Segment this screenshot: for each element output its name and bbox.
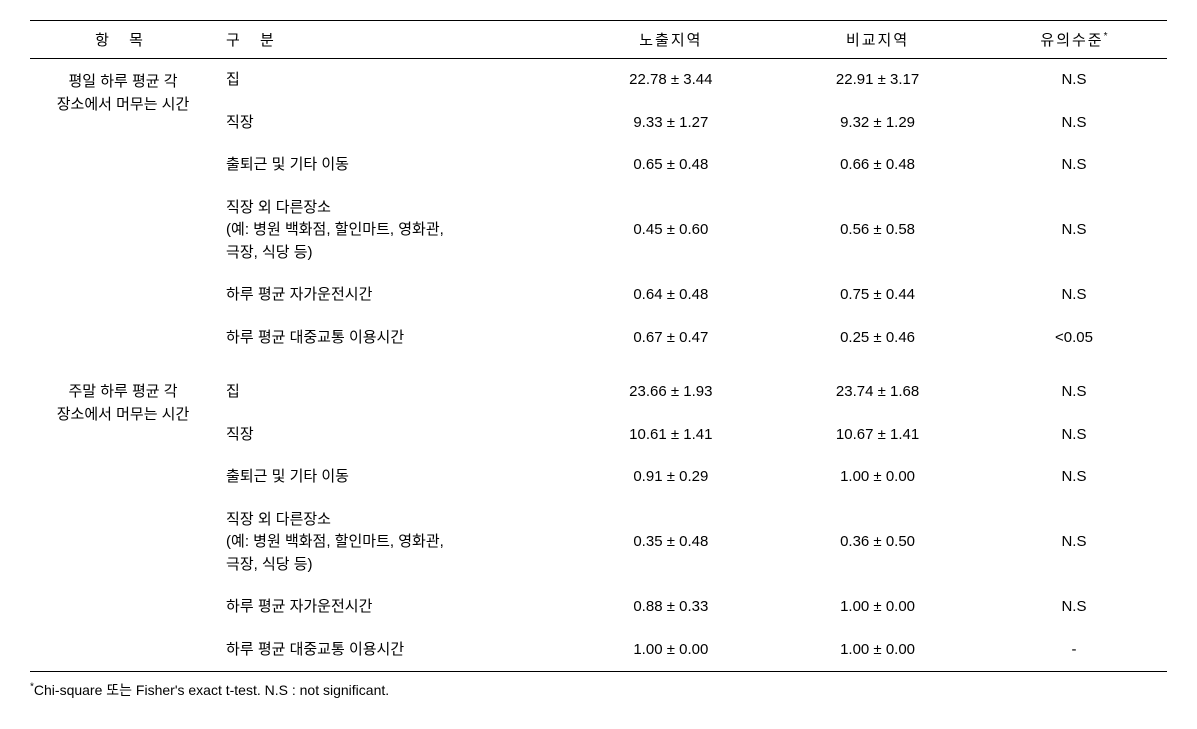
- table-container: 항 목 구 분 노출지역 비교지역 유의수준* 평일 하루 평균 각장소에서 머…: [30, 20, 1167, 700]
- significance-cell: N.S: [981, 102, 1167, 145]
- compare-cell: 1.00 ± 0.00: [774, 586, 981, 629]
- exposure-cell: 0.67 ± 0.47: [567, 317, 774, 360]
- category-cell: 주말 하루 평균 각장소에서 머무는 시간: [30, 359, 216, 456]
- subcategory-cell: 직장 외 다른장소(예: 병원 백화점, 할인마트, 영화관,극장, 식당 등): [216, 187, 567, 275]
- subcategory-cell: 하루 평균 대중교통 이용시간: [216, 317, 567, 360]
- footnote-text: Chi-square 또는 Fisher's exact t-test. N.S…: [34, 682, 389, 698]
- table-row: 출퇴근 및 기타 이동0.65 ± 0.480.66 ± 0.48N.S: [30, 144, 1167, 187]
- significance-cell: N.S: [981, 499, 1167, 587]
- compare-cell: 0.56 ± 0.58: [774, 187, 981, 275]
- category-cell-empty: [30, 456, 216, 672]
- significance-cell: N.S: [981, 59, 1167, 102]
- compare-cell: 22.91 ± 3.17: [774, 59, 981, 102]
- significance-cell: N.S: [981, 586, 1167, 629]
- significance-cell: N.S: [981, 456, 1167, 499]
- compare-cell: 0.75 ± 0.44: [774, 274, 981, 317]
- significance-cell: N.S: [981, 144, 1167, 187]
- significance-cell: N.S: [981, 187, 1167, 275]
- exposure-cell: 23.66 ± 1.93: [567, 359, 774, 414]
- footnote: *Chi-square 또는 Fisher's exact t-test. N.…: [30, 680, 1167, 700]
- category-cell: 평일 하루 평균 각장소에서 머무는 시간: [30, 59, 216, 145]
- table-row: 평일 하루 평균 각장소에서 머무는 시간집22.78 ± 3.4422.91 …: [30, 59, 1167, 102]
- category-line2: 장소에서 머무는 시간: [36, 94, 210, 117]
- subcategory-cell: 출퇴근 및 기타 이동: [216, 456, 567, 499]
- data-table: 항 목 구 분 노출지역 비교지역 유의수준* 평일 하루 평균 각장소에서 머…: [30, 20, 1167, 672]
- compare-cell: 0.66 ± 0.48: [774, 144, 981, 187]
- table-header-row: 항 목 구 분 노출지역 비교지역 유의수준*: [30, 21, 1167, 59]
- category-line2: 장소에서 머무는 시간: [36, 404, 210, 427]
- exposure-cell: 1.00 ± 0.00: [567, 629, 774, 672]
- subcategory-cell: 하루 평균 자가운전시간: [216, 274, 567, 317]
- exposure-cell: 0.88 ± 0.33: [567, 586, 774, 629]
- exposure-cell: 9.33 ± 1.27: [567, 102, 774, 145]
- significance-cell: -: [981, 629, 1167, 672]
- table-row: 주말 하루 평균 각장소에서 머무는 시간집23.66 ± 1.9323.74 …: [30, 359, 1167, 414]
- significance-cell: N.S: [981, 274, 1167, 317]
- exposure-cell: 22.78 ± 3.44: [567, 59, 774, 102]
- significance-cell: N.S: [981, 359, 1167, 414]
- table-row: 출퇴근 및 기타 이동0.91 ± 0.291.00 ± 0.00N.S: [30, 456, 1167, 499]
- subcategory-cell: 집: [216, 359, 567, 414]
- subcategory-cell: 직장 외 다른장소(예: 병원 백화점, 할인마트, 영화관,극장, 식당 등): [216, 499, 567, 587]
- exposure-cell: 0.65 ± 0.48: [567, 144, 774, 187]
- subcategory-cell: 출퇴근 및 기타 이동: [216, 144, 567, 187]
- header-sig-sup: *: [1104, 31, 1108, 42]
- category-line1: 평일 하루 평균 각: [36, 71, 210, 94]
- header-sub: 구 분: [216, 21, 567, 59]
- header-compare: 비교지역: [774, 21, 981, 59]
- compare-cell: 0.36 ± 0.50: [774, 499, 981, 587]
- compare-cell: 10.67 ± 1.41: [774, 414, 981, 457]
- compare-cell: 0.25 ± 0.46: [774, 317, 981, 360]
- compare-cell: 23.74 ± 1.68: [774, 359, 981, 414]
- subcategory-cell: 집: [216, 59, 567, 102]
- significance-cell: <0.05: [981, 317, 1167, 360]
- header-sig-text: 유의수준: [1040, 32, 1103, 49]
- table-body: 평일 하루 평균 각장소에서 머무는 시간집22.78 ± 3.4422.91 …: [30, 59, 1167, 672]
- significance-cell: N.S: [981, 414, 1167, 457]
- compare-cell: 1.00 ± 0.00: [774, 629, 981, 672]
- exposure-cell: 0.64 ± 0.48: [567, 274, 774, 317]
- header-exposure: 노출지역: [567, 21, 774, 59]
- exposure-cell: 0.35 ± 0.48: [567, 499, 774, 587]
- exposure-cell: 0.45 ± 0.60: [567, 187, 774, 275]
- subcategory-cell: 하루 평균 자가운전시간: [216, 586, 567, 629]
- compare-cell: 9.32 ± 1.29: [774, 102, 981, 145]
- category-line1: 주말 하루 평균 각: [36, 381, 210, 404]
- exposure-cell: 0.91 ± 0.29: [567, 456, 774, 499]
- exposure-cell: 10.61 ± 1.41: [567, 414, 774, 457]
- category-cell-empty: [30, 144, 216, 359]
- header-category: 항 목: [30, 21, 216, 59]
- header-significance: 유의수준*: [981, 21, 1167, 59]
- subcategory-cell: 직장: [216, 102, 567, 145]
- subcategory-cell: 하루 평균 대중교통 이용시간: [216, 629, 567, 672]
- compare-cell: 1.00 ± 0.00: [774, 456, 981, 499]
- subcategory-cell: 직장: [216, 414, 567, 457]
